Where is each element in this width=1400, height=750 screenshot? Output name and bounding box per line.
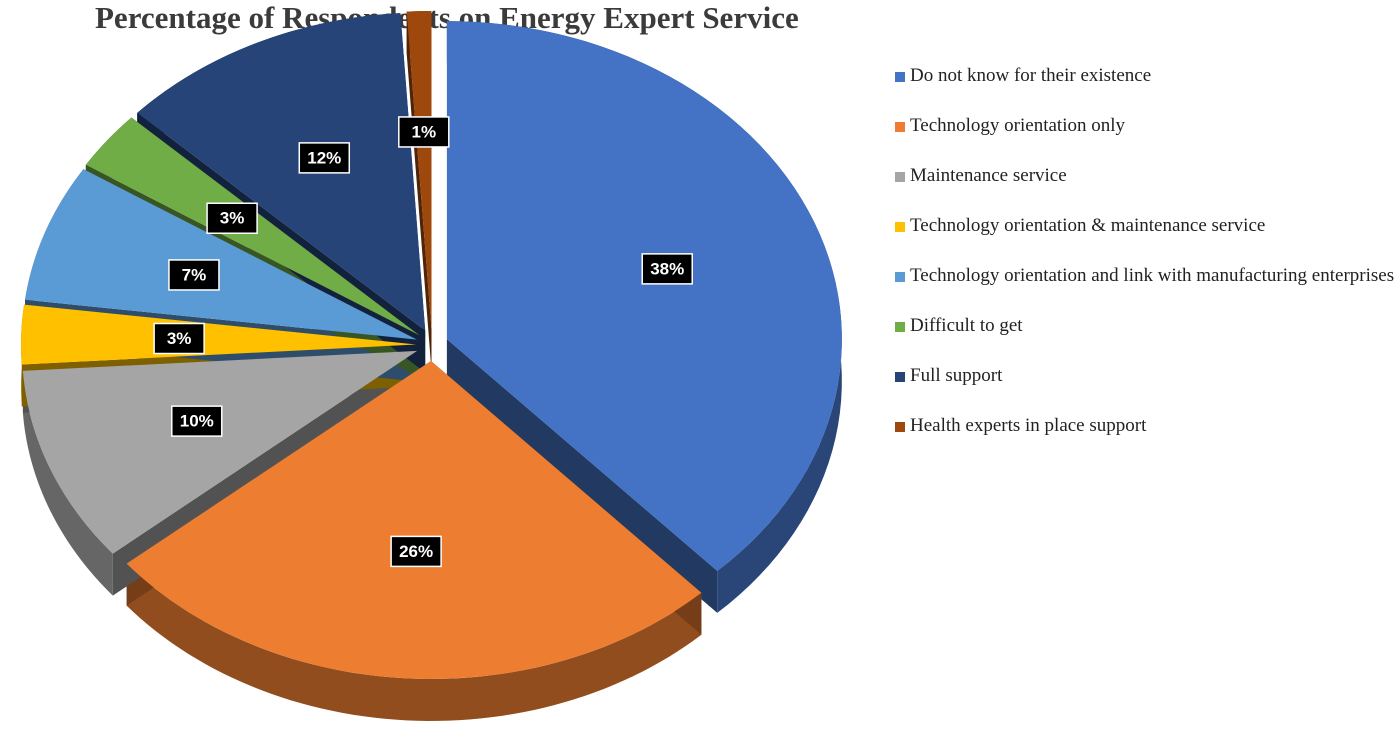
legend: Do not know for their existence Technolog… xyxy=(895,64,1400,464)
legend-label: Technology orientation only xyxy=(910,115,1126,136)
data-label-box xyxy=(168,259,220,291)
legend-item: Difficult to get xyxy=(895,314,1400,364)
legend-swatch xyxy=(895,422,905,432)
data-label: 3% xyxy=(167,329,192,348)
legend-label: Do not know for their existence xyxy=(910,65,1152,86)
slice xyxy=(126,360,702,679)
slice-side xyxy=(22,370,113,596)
legend-swatch xyxy=(895,322,905,332)
data-label: 26% xyxy=(399,542,433,561)
data-label-box xyxy=(641,253,693,285)
legend-label: Technology orientation & maintenance ser… xyxy=(910,215,1266,236)
data-label: 12% xyxy=(307,148,341,167)
legend-swatch xyxy=(895,272,905,282)
legend-label: Full support xyxy=(910,365,1003,386)
data-label-box xyxy=(206,202,258,235)
legend-item: Do not know for their existence xyxy=(895,64,1400,114)
data-labels: 38% 26% 10% 3% 7% 3% 12% 1% xyxy=(153,116,693,568)
slice xyxy=(406,11,432,330)
data-label: 7% xyxy=(182,265,207,284)
slice xyxy=(22,350,418,554)
legend-swatch xyxy=(895,72,905,82)
slice xyxy=(137,13,426,331)
legend-swatch xyxy=(895,372,905,382)
data-label-box xyxy=(171,405,223,437)
legend-item: Technology orientation and link with man… xyxy=(895,264,1400,314)
data-label: 3% xyxy=(220,209,245,228)
legend-label: Difficult to get xyxy=(910,315,1023,336)
data-label-box xyxy=(390,535,442,568)
legend-swatch xyxy=(895,222,905,232)
data-label-box xyxy=(298,142,351,174)
chart: 38% 26% 10% 3% 7% 3% 12% 1% xyxy=(21,11,842,721)
slice xyxy=(446,21,842,571)
data-label: 1% xyxy=(412,122,437,141)
slice-tops xyxy=(21,11,842,679)
data-label-box xyxy=(398,116,450,148)
slice-edge xyxy=(406,11,432,372)
slice-edge xyxy=(446,339,718,613)
legend-swatch xyxy=(895,122,905,132)
slice xyxy=(21,304,417,365)
legend-item: Technology orientation only xyxy=(895,114,1400,164)
data-label-box xyxy=(153,322,205,355)
slice xyxy=(25,169,417,340)
legend-swatch xyxy=(895,172,905,182)
legend-item: Maintenance service xyxy=(895,164,1400,214)
slice-side xyxy=(126,563,702,721)
legend-item: Full support xyxy=(895,364,1400,414)
legend-item: Health experts in place support xyxy=(895,414,1400,464)
legend-label: Health experts in place support xyxy=(910,415,1147,436)
chart-title: Percentage of Respondents on Energy Expe… xyxy=(95,0,799,35)
data-label: 10% xyxy=(180,412,214,431)
legend-label: Technology orientation and link with man… xyxy=(910,265,1395,286)
legend-label: Maintenance service xyxy=(910,165,1067,186)
legend-item: Technology orientation & maintenance ser… xyxy=(895,214,1400,264)
data-label: 38% xyxy=(650,259,684,278)
